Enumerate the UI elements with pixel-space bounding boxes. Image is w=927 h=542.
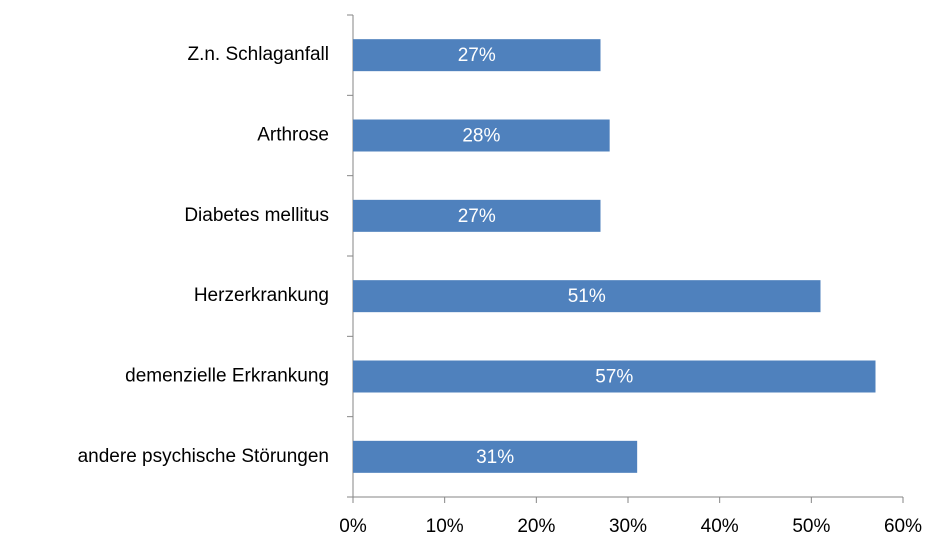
value-label: 27% — [458, 45, 496, 66]
x-tick-label: 50% — [792, 516, 830, 537]
value-label: 57% — [595, 367, 633, 388]
y-tick-label: andere psychische Störungen — [78, 446, 329, 467]
y-tick-label: demenzielle Erkrankung — [125, 366, 329, 387]
bar — [353, 440, 638, 473]
x-tick-label: 30% — [609, 516, 647, 537]
x-tick-label: 10% — [426, 516, 464, 537]
x-tick-label: 60% — [884, 516, 922, 537]
bar — [353, 199, 601, 232]
bar — [353, 119, 610, 152]
value-label: 27% — [458, 206, 496, 227]
bar — [353, 280, 821, 313]
y-tick-label: Herzerkrankung — [194, 285, 329, 306]
x-tick-label: 0% — [339, 516, 367, 537]
value-label: 28% — [462, 126, 500, 147]
y-tick-label: Z.n. Schlaganfall — [187, 44, 329, 65]
bar — [353, 360, 876, 393]
value-label: 31% — [476, 447, 514, 468]
x-tick-label: 20% — [517, 516, 555, 537]
y-tick-label: Diabetes mellitus — [184, 205, 329, 226]
x-tick-label: 40% — [701, 516, 739, 537]
y-tick-label: Arthrose — [257, 125, 329, 146]
value-label: 51% — [568, 286, 606, 307]
bar — [353, 39, 601, 72]
